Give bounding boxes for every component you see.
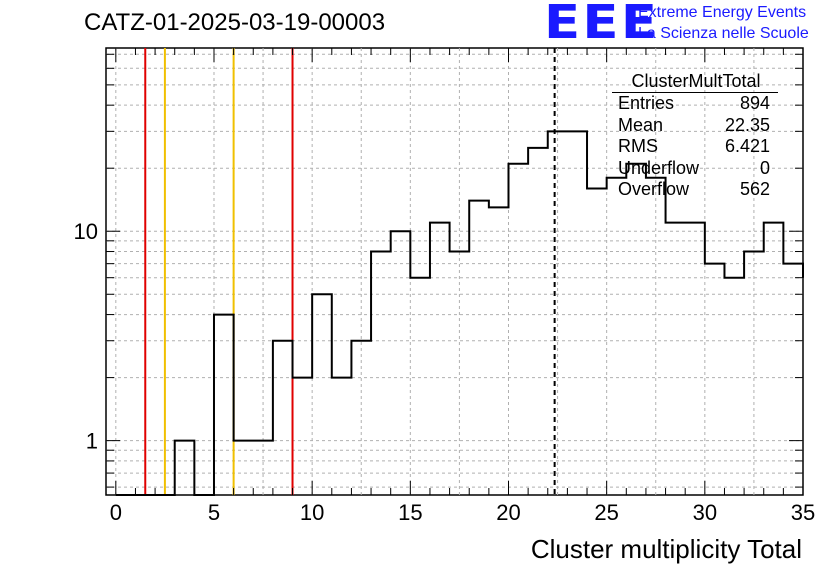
reference-lines	[144, 48, 556, 495]
stats-value: 0	[759, 157, 770, 178]
stats-box: ClusterMultTotal Entries 894 Mean 22.35 …	[612, 70, 778, 201]
stats-title: ClusterMultTotal	[612, 70, 778, 93]
logo-line-2: La Scienza nelle Scuole	[638, 25, 809, 42]
histogram-bin	[273, 341, 293, 495]
histogram-outline	[115, 130, 804, 496]
histogram-bin	[214, 315, 234, 495]
histogram-bin	[508, 164, 528, 495]
logo-line-1: Extreme Energy Events	[638, 4, 807, 21]
stats-row-entries: Entries 894	[612, 93, 778, 115]
histogram-bin	[293, 378, 313, 495]
histogram-bars	[115, 130, 804, 496]
histogram-bin	[371, 252, 391, 495]
x-tick-label: 10	[300, 500, 324, 525]
stats-label: Mean	[618, 114, 664, 135]
histogram-bin	[351, 341, 371, 495]
eee-logo: EEE	[544, 0, 660, 49]
stats-value: 22.35	[724, 114, 770, 135]
histogram-bin	[626, 164, 646, 495]
histogram-bin	[587, 188, 607, 495]
stats-row-mean: Mean 22.35	[612, 115, 778, 137]
stats-row-underflow: Underflow 0	[612, 158, 778, 180]
histogram-bin	[705, 264, 725, 495]
x-tick-label: 25	[594, 500, 618, 525]
histogram-bin	[312, 294, 332, 495]
y-tick-label: 10	[74, 219, 98, 244]
histogram-bin	[724, 278, 744, 495]
x-tick-label: 15	[398, 500, 422, 525]
stats-value: 6.421	[724, 136, 770, 156]
run-title: CATZ-01-2025-03-19-00003	[84, 9, 386, 36]
stats-value: 562	[739, 179, 770, 199]
x-tick-label: 30	[693, 500, 717, 525]
histogram-bin	[332, 378, 352, 495]
stats-row-rms: RMS 6.421	[612, 136, 778, 158]
stats-row-overflow: Overflow 562	[612, 179, 778, 201]
x-tick-label: 5	[208, 500, 220, 525]
x-tick-label: 20	[496, 500, 520, 525]
y-tick-label: 1	[86, 429, 98, 454]
histogram-bin	[469, 201, 489, 495]
x-tick-label: 35	[791, 500, 815, 525]
histogram-bin	[489, 207, 509, 495]
stats-value: 894	[739, 93, 770, 113]
histogram-bin	[391, 231, 411, 495]
grid	[106, 48, 803, 495]
axis-ticks: 0 5 10 15 20 25 30 35 1 10	[74, 48, 815, 525]
stats-label: Underflow	[618, 157, 700, 178]
histogram-bin	[607, 178, 627, 495]
x-axis-label: Cluster multiplicity Total	[530, 534, 802, 564]
stats-label: Entries	[618, 93, 675, 113]
histogram-bin	[528, 148, 548, 495]
histogram-bin	[783, 264, 803, 495]
histogram-bin	[410, 278, 430, 495]
x-tick-label: 0	[110, 500, 122, 525]
stats-label: RMS	[618, 136, 658, 156]
stats-label: Overflow	[618, 179, 690, 199]
